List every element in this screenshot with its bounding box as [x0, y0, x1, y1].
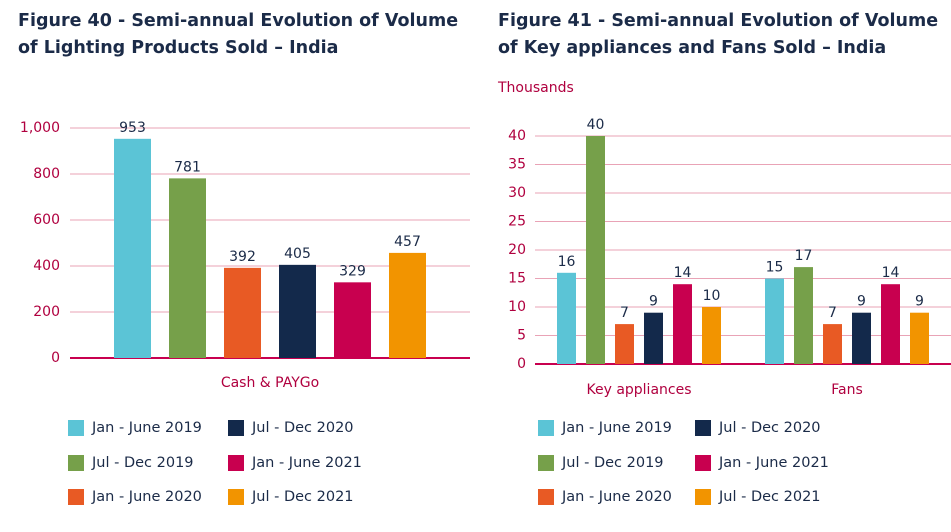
bar — [852, 312, 871, 364]
value-label: 9 — [915, 294, 924, 310]
legend-swatch — [538, 455, 554, 471]
legend-swatch — [228, 455, 244, 471]
bar — [823, 324, 842, 364]
value-label: 953 — [119, 120, 146, 136]
y-tick-label: 30 — [508, 185, 526, 201]
legend-label: Jul - Dec 2019 — [91, 455, 194, 471]
bar — [224, 267, 261, 358]
y-tick-label: 10 — [508, 299, 526, 315]
legend-label: Jan - June 2020 — [561, 489, 672, 505]
chart-title: Figure 41 - Semi-annual Evolution of Vol… — [498, 11, 939, 58]
y-tick-label: 800 — [33, 166, 60, 182]
legend-label: Jul - Dec 2019 — [561, 455, 664, 471]
value-label: 392 — [229, 249, 256, 265]
legend-swatch — [228, 420, 244, 436]
bar — [279, 264, 316, 358]
bar — [702, 307, 721, 364]
value-label: 40 — [587, 117, 605, 133]
y-tick-label: 15 — [508, 271, 526, 287]
value-label: 781 — [174, 159, 201, 175]
legend-label: Jan - June 2021 — [251, 455, 362, 471]
legend-label: Jul - Dec 2021 — [718, 489, 821, 505]
legend-label: Jul - Dec 2020 — [251, 420, 354, 436]
y-tick-label: 25 — [508, 214, 526, 230]
y-tick-label: 35 — [508, 157, 526, 173]
bar — [169, 178, 206, 358]
bar — [557, 272, 576, 364]
y-tick-label: 20 — [508, 242, 526, 258]
y-tick-label: 400 — [33, 258, 60, 274]
x-tick-label: Key appliances — [586, 382, 691, 398]
y-tick-label: 600 — [33, 212, 60, 228]
y-tick-label: 0 — [517, 356, 526, 372]
legend-label: Jan - June 2021 — [718, 455, 829, 471]
x-tick-label: Cash & PAYGo — [221, 375, 319, 391]
chart-title: Figure 40 - Semi-annual Evolution of Vol… — [18, 11, 459, 58]
legend-swatch — [695, 420, 711, 436]
bar — [765, 278, 784, 364]
legend-swatch — [538, 489, 554, 505]
legend-swatch — [695, 489, 711, 505]
y-tick-label: 40 — [508, 128, 526, 144]
y-tick-label: 1,000 — [20, 120, 60, 136]
value-label: 9 — [649, 294, 658, 310]
value-label: 9 — [857, 294, 866, 310]
legend-label: Jan - June 2019 — [561, 420, 672, 436]
y-tick-label: 5 — [517, 328, 526, 344]
legend-swatch — [538, 420, 554, 436]
bar — [586, 136, 605, 364]
y-tick-label: 200 — [33, 304, 60, 320]
legend-label: Jul - Dec 2020 — [718, 420, 821, 436]
value-label: 7 — [620, 305, 629, 321]
value-label: 329 — [339, 263, 366, 279]
legend-swatch — [695, 455, 711, 471]
bar — [881, 284, 900, 364]
bar — [910, 312, 929, 364]
y-axis-label: Thousands — [497, 80, 574, 96]
value-label: 17 — [795, 248, 813, 264]
legend-swatch — [228, 489, 244, 505]
value-label: 7 — [828, 305, 837, 321]
value-label: 405 — [284, 246, 311, 262]
value-label: 14 — [674, 265, 692, 281]
legend-swatch — [68, 420, 84, 436]
bar — [794, 267, 813, 364]
value-label: 14 — [882, 265, 900, 281]
legend-swatch — [68, 455, 84, 471]
value-label: 16 — [558, 254, 576, 270]
bar — [389, 252, 426, 358]
legend-label: Jul - Dec 2021 — [251, 489, 354, 505]
bar — [615, 324, 634, 364]
legend-swatch — [68, 489, 84, 505]
bar — [334, 282, 371, 358]
value-label: 15 — [766, 260, 784, 276]
value-label: 10 — [703, 288, 721, 304]
legend-label: Jan - June 2019 — [91, 420, 202, 436]
value-label: 457 — [394, 234, 421, 250]
x-tick-label: Fans — [831, 382, 863, 398]
legend-label: Jan - June 2020 — [91, 489, 202, 505]
bar — [644, 312, 663, 364]
y-tick-label: 0 — [51, 350, 60, 366]
bar — [114, 138, 151, 358]
bar — [673, 284, 692, 364]
